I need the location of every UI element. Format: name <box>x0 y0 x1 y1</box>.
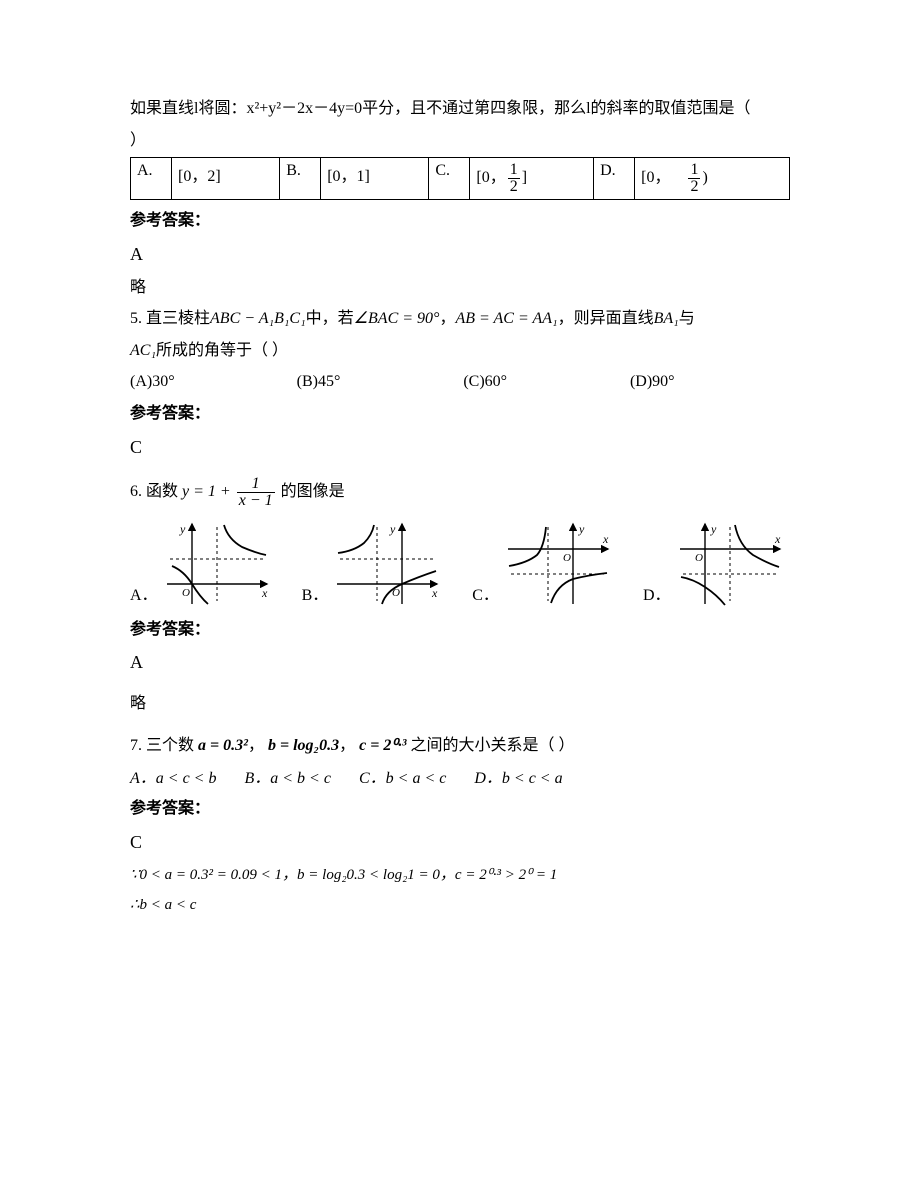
q6-ans-label: 参考答案： <box>130 617 790 643</box>
q7-opt-c: C．b < a < c <box>359 764 446 788</box>
q5-ans-label: 参考答案： <box>130 401 790 427</box>
q6-note: 略 <box>130 691 790 717</box>
q4-ans-label: 参考答案： <box>130 208 790 234</box>
q5-opt-b: (B)45° <box>297 373 417 391</box>
q6-graph-a: x y O <box>162 519 272 609</box>
q6-text: 6. 函数 y = 1 + 1x − 1 的图像是 <box>130 476 790 509</box>
q4-label-b: B. <box>280 158 321 200</box>
q4-c-suffix: ] <box>522 169 527 186</box>
svg-text:y: y <box>710 522 717 536</box>
svg-text:O: O <box>182 587 190 599</box>
q4-intro-line1: 如果直线l将圆：x²+y²－2x－4y=0平分，且不通过第四象限，那么l的斜率的… <box>130 96 790 122</box>
svg-text:y: y <box>179 522 186 536</box>
q6-cap-a: A． <box>130 581 158 609</box>
q6-ans: A <box>130 648 790 677</box>
q6-cap-d: D． <box>643 581 671 609</box>
q4-d-suffix: ) <box>702 169 707 186</box>
q4-note: 略 <box>130 275 790 301</box>
svg-text:x: x <box>431 586 438 600</box>
q6-cap-c: C． <box>472 581 499 609</box>
svg-text:y: y <box>389 522 396 536</box>
q4-opt-d: [0， 12) <box>635 158 790 200</box>
q4-opt-c: [0，12] <box>470 158 594 200</box>
q5-ans: C <box>130 433 790 462</box>
q5-opt-d: (D)90° <box>630 373 750 391</box>
q4-d-frac: 12 <box>688 162 700 195</box>
q4-c-prefix: [0， <box>476 169 505 186</box>
svg-text:O: O <box>695 552 703 564</box>
svg-text:x: x <box>774 532 781 546</box>
q4-choice-table: A. [0，2] B. [0，1] C. [0，12] D. [0， 12) <box>130 157 790 200</box>
q4-ans: A <box>130 240 790 269</box>
q7-opt-a: A．a < c < b <box>130 764 216 788</box>
q4-opt-b: [0，1] <box>321 158 429 200</box>
q6-graph-d: x y O <box>675 519 785 609</box>
q4-opt-a: [0，2] <box>172 158 280 200</box>
q4-label-d: D. <box>594 158 635 200</box>
svg-text:O: O <box>563 552 571 564</box>
q5-text: 5. 直三棱柱ABC − A₁B₁C₁中，若∠BAC = 90°，AB = AC… <box>130 306 790 332</box>
q6-cap-b: B． <box>302 581 329 609</box>
q4-label-c: C. <box>429 158 470 200</box>
q5-text2: AC₁所成的角等于（ ） <box>130 338 790 364</box>
q5-options: (A)30° (B)45° (C)60° (D)90° <box>130 373 790 391</box>
svg-text:O: O <box>392 587 400 599</box>
q4-label-a: A. <box>131 158 172 200</box>
q7-text: 7. 三个数 a = 0.3²， b = log₂0.3， c = 2⁰·³ 之… <box>130 733 790 759</box>
q7-sol2: ∴b < a < c <box>130 893 790 917</box>
q7-ans: C <box>130 828 790 857</box>
q5-opt-c: (C)60° <box>463 373 583 391</box>
q6-graphs: A． x y O <box>130 519 790 609</box>
q7-sol1: ∵0 < a = 0.3² = 0.09 < 1，b = log₂0.3 < l… <box>130 863 790 887</box>
q7-opt-b: B．a < b < c <box>244 764 330 788</box>
svg-text:x: x <box>602 532 609 546</box>
q7-ans-label: 参考答案： <box>130 796 790 822</box>
q4-d-prefix: [0， <box>641 169 670 186</box>
q6-graph-b: x y O <box>332 519 442 609</box>
q4-c-frac: 12 <box>508 162 520 195</box>
svg-text:y: y <box>578 522 585 536</box>
q7-options: A．a < c < b B．a < b < c C．b < a < c D．b … <box>130 764 790 788</box>
q5-opt-a: (A)30° <box>130 373 250 391</box>
q4-intro-line2: ） <box>130 128 790 154</box>
svg-text:x: x <box>261 586 268 600</box>
q6-graph-c: x y O <box>503 519 613 609</box>
q7-opt-d: D．b < c < a <box>474 764 562 788</box>
